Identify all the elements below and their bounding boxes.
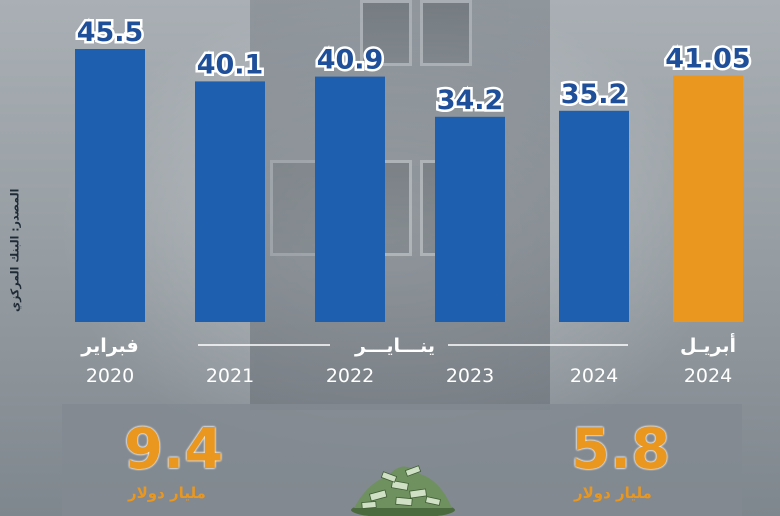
year-label: 2023: [446, 365, 494, 387]
left-stat-unit: مليار دولار: [128, 484, 206, 502]
left-stat-value: 9.4: [124, 417, 224, 482]
value-label: 40.9: [317, 45, 384, 76]
bar-2022: [315, 76, 385, 322]
year-label: 2024: [570, 365, 618, 387]
value-label: 40.1: [197, 49, 264, 80]
bar-2021: [195, 81, 265, 323]
value-label: 41.05: [665, 44, 750, 75]
month-label-group: ينـــايـــر: [354, 335, 435, 357]
month-label-first: فبراير: [80, 335, 138, 357]
value-label: 34.2: [437, 85, 504, 116]
right-stat-value: 5.8: [571, 417, 671, 482]
year-label: 2024: [684, 365, 732, 387]
right-stat-unit: مليار دولار: [574, 484, 652, 502]
year-label: 2022: [326, 365, 374, 387]
month-label-last: أبريـل: [680, 333, 736, 357]
year-label: 2020: [86, 365, 134, 387]
value-label: 45.5: [77, 17, 144, 48]
money-pile-icon: [351, 465, 455, 516]
bar-2023: [435, 116, 505, 322]
value-label: 35.2: [561, 79, 628, 110]
bar-chart: 45.5 40.1 40.9 34.2 35.2 41.05 2020 2021 2022 20…: [74, 15, 753, 388]
bar-2020: [75, 49, 145, 322]
bar-2024: [673, 75, 743, 322]
year-label: 2021: [206, 365, 254, 387]
bar-2024: [559, 110, 629, 322]
